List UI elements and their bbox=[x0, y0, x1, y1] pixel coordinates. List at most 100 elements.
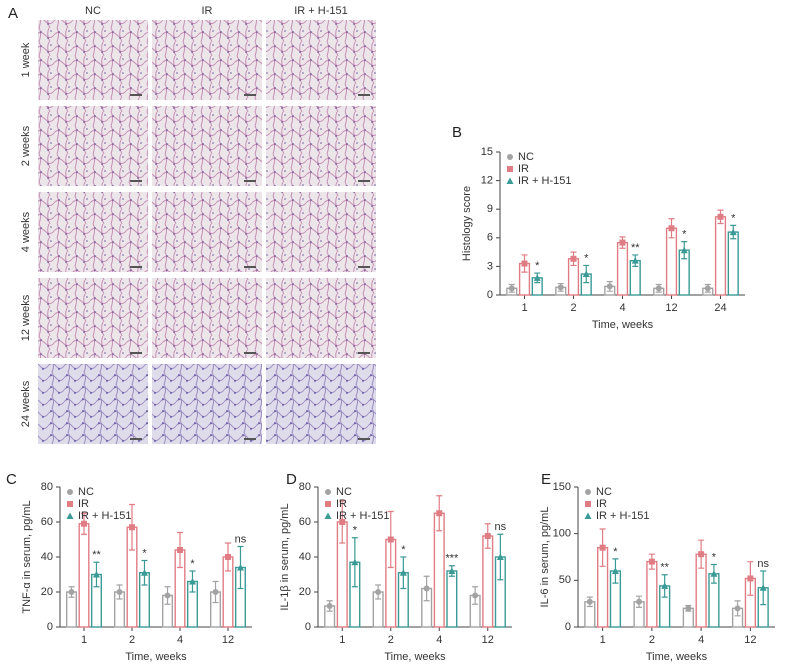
y-tick-label: 6 bbox=[487, 232, 493, 244]
bar bbox=[482, 535, 494, 628]
legend-label: IR bbox=[336, 498, 347, 510]
bar-point bbox=[698, 551, 705, 558]
x-tick-label: 4 bbox=[177, 634, 183, 646]
y-tick-label: 60 bbox=[41, 516, 53, 528]
bar-point bbox=[399, 569, 407, 576]
x-axis-label: Time, weeks bbox=[384, 651, 446, 663]
bar-point bbox=[423, 585, 430, 592]
y-tick-label: 50 bbox=[559, 574, 571, 586]
panel-letter: B bbox=[452, 124, 462, 141]
bar-point bbox=[188, 578, 196, 585]
y-axis-label: Histology score bbox=[461, 186, 473, 261]
legend-label: IR + H-151 bbox=[518, 175, 572, 187]
significance-label: * bbox=[142, 547, 147, 559]
scale-bar bbox=[358, 266, 370, 268]
bar-point bbox=[472, 592, 479, 599]
significance-label: * bbox=[731, 212, 736, 224]
bar-point bbox=[570, 255, 577, 262]
bar-point bbox=[448, 567, 456, 574]
x-tick-label: 4 bbox=[619, 302, 625, 314]
legend-marker bbox=[584, 512, 592, 519]
significance-label: ns bbox=[235, 533, 247, 545]
x-tick-label: 12 bbox=[222, 634, 234, 646]
bar-point bbox=[710, 570, 718, 577]
y-tick-label: 15 bbox=[481, 146, 493, 158]
panel-letter: D bbox=[286, 471, 297, 488]
y-tick-label: 80 bbox=[41, 481, 53, 493]
scale-bar bbox=[130, 438, 142, 440]
bar-point bbox=[668, 225, 675, 232]
bar-point bbox=[631, 257, 639, 264]
panel-letter: A bbox=[8, 5, 18, 22]
bar-point bbox=[177, 547, 183, 553]
significance-label: * bbox=[401, 544, 406, 556]
bar-point bbox=[655, 285, 662, 292]
bar-point bbox=[747, 575, 754, 582]
x-tick-label: 1 bbox=[81, 634, 87, 646]
legend-label: IR bbox=[518, 163, 529, 175]
y-tick-label: 0 bbox=[47, 621, 53, 633]
legend-marker bbox=[507, 154, 513, 160]
scale-bar bbox=[358, 352, 370, 354]
histology-image bbox=[266, 192, 376, 272]
y-axis-label: IL-6 in serum, pg/mL bbox=[539, 507, 551, 608]
y-axis-label: TNF-α in serum, pg/mL bbox=[21, 500, 33, 613]
legend-marker bbox=[506, 177, 514, 184]
scale-bar bbox=[244, 94, 256, 96]
x-tick-label: 24 bbox=[714, 302, 726, 314]
histology-image bbox=[38, 278, 148, 358]
panel-letter: E bbox=[541, 471, 551, 488]
bar-point bbox=[375, 589, 382, 595]
x-axis-label: Time, weeks bbox=[592, 319, 654, 331]
scale-bar bbox=[244, 266, 256, 268]
y-tick-label: 40 bbox=[299, 551, 311, 563]
histology-image bbox=[152, 106, 262, 186]
legend-label: NC bbox=[596, 486, 612, 498]
legend-marker bbox=[325, 489, 331, 495]
histology-image bbox=[38, 106, 148, 186]
bar-point bbox=[164, 592, 171, 599]
x-tick-label: 2 bbox=[649, 634, 655, 646]
scale-bar bbox=[358, 180, 370, 182]
x-tick-label: 2 bbox=[570, 302, 576, 314]
significance-label: ns bbox=[757, 558, 769, 570]
scale-bar bbox=[358, 438, 370, 440]
x-tick-label: 12 bbox=[744, 634, 756, 646]
x-tick-label: 12 bbox=[482, 634, 494, 646]
legend-label: IR + H-151 bbox=[336, 510, 390, 522]
y-tick-label: 0 bbox=[565, 621, 571, 633]
significance-label: * bbox=[584, 252, 589, 264]
bar-point bbox=[685, 605, 692, 612]
legend-marker bbox=[325, 501, 331, 507]
bar-point bbox=[759, 584, 767, 591]
bar bbox=[727, 231, 739, 296]
legend-label: NC bbox=[78, 486, 94, 498]
y-tick-label: 0 bbox=[305, 621, 311, 633]
bar-point bbox=[661, 582, 669, 589]
bar-point bbox=[351, 558, 359, 566]
bar bbox=[646, 560, 658, 628]
y-tick-label: 20 bbox=[299, 586, 311, 598]
bar-point bbox=[140, 569, 148, 576]
column-label: NC bbox=[85, 5, 101, 17]
bar-point bbox=[387, 536, 394, 543]
legend-marker bbox=[67, 489, 73, 495]
bar-point bbox=[339, 519, 346, 525]
bar-point bbox=[648, 558, 655, 565]
scale-bar bbox=[130, 94, 142, 96]
significance-label: * bbox=[682, 229, 687, 241]
y-tick-label: 12 bbox=[481, 175, 493, 187]
significance-label: * bbox=[535, 260, 540, 272]
column-label: IR bbox=[202, 5, 213, 17]
significance-label: * bbox=[190, 558, 195, 570]
histology-image bbox=[38, 364, 148, 444]
bar-point bbox=[92, 571, 100, 578]
scale-bar bbox=[130, 180, 142, 182]
x-tick-label: 12 bbox=[665, 302, 677, 314]
scale-bar bbox=[244, 438, 256, 440]
histology-image bbox=[38, 192, 148, 272]
histology-image bbox=[152, 278, 262, 358]
scale-bar bbox=[244, 352, 256, 354]
y-tick-label: 3 bbox=[487, 260, 493, 272]
bar-point bbox=[236, 564, 244, 571]
